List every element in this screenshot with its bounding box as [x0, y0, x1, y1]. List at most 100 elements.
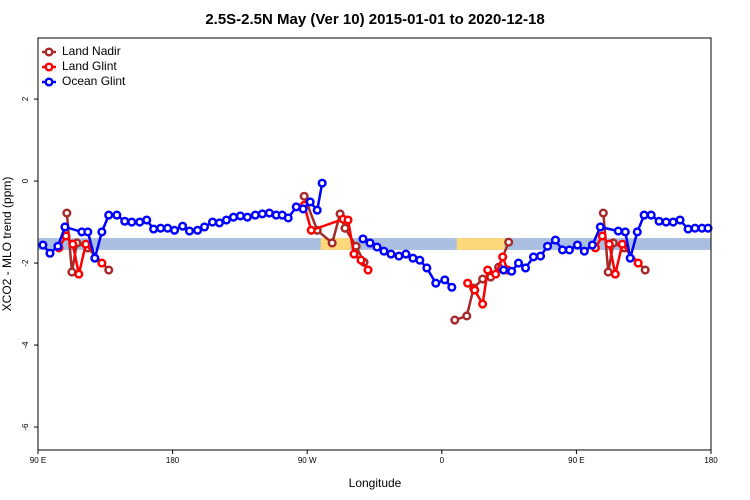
point	[149, 224, 159, 234]
point	[610, 269, 620, 279]
series-line	[65, 195, 647, 322]
point	[127, 217, 137, 227]
point	[317, 178, 327, 188]
point	[365, 238, 375, 248]
legend-marker	[44, 77, 54, 87]
point	[142, 215, 152, 225]
point	[312, 205, 322, 215]
point	[447, 282, 457, 292]
legend-label: Land Nadir	[62, 44, 121, 58]
point	[422, 263, 432, 273]
point	[394, 251, 404, 261]
y-axis-label: XCO2 - MLO trend (ppm)	[0, 177, 14, 312]
point	[104, 210, 114, 220]
point	[595, 222, 605, 232]
y-tick-label: -2	[21, 259, 30, 267]
point	[478, 299, 488, 309]
point	[557, 245, 568, 255]
legend-marker	[44, 62, 54, 72]
point	[97, 227, 107, 237]
point	[358, 234, 368, 244]
point	[613, 226, 623, 236]
point	[639, 210, 649, 220]
x-tick-label: 180	[166, 456, 180, 465]
point	[625, 253, 635, 263]
point	[661, 217, 671, 227]
point	[483, 265, 493, 275]
point	[97, 258, 107, 268]
point	[90, 253, 100, 263]
point	[228, 212, 239, 222]
point	[299, 191, 309, 201]
point	[632, 227, 642, 237]
point	[193, 225, 203, 235]
x-tick-label: 90 W	[298, 456, 317, 465]
plot-frame	[37, 37, 712, 451]
point	[491, 269, 501, 279]
point	[349, 249, 359, 259]
point	[38, 240, 48, 250]
point	[507, 266, 517, 276]
point	[163, 223, 173, 233]
point	[604, 239, 614, 249]
point	[184, 226, 195, 236]
point	[463, 278, 473, 288]
x-tick-label: 90 E	[30, 456, 46, 465]
point	[104, 265, 114, 275]
point	[305, 197, 315, 207]
point	[178, 221, 188, 231]
point	[654, 216, 664, 226]
point	[112, 210, 122, 220]
point	[431, 278, 441, 288]
point	[499, 265, 509, 275]
point	[68, 239, 78, 249]
legend-label: Land Glint	[62, 59, 117, 73]
point	[617, 239, 627, 249]
point	[120, 216, 130, 226]
point	[169, 225, 180, 235]
point	[572, 240, 582, 250]
point	[81, 239, 91, 249]
point	[498, 252, 508, 262]
point	[521, 263, 531, 273]
point	[675, 215, 685, 225]
point	[587, 240, 597, 250]
point	[440, 275, 450, 285]
point	[620, 227, 630, 237]
point	[83, 227, 93, 237]
y-tick-label: -6	[21, 423, 30, 431]
point	[504, 237, 514, 247]
point	[535, 251, 546, 261]
point	[603, 267, 613, 277]
point	[564, 245, 574, 255]
point	[283, 213, 293, 223]
chart-title: 2.5S-2.5N May (Ver 10) 2015-01-01 to 202…	[205, 11, 544, 28]
y-tick-label: 2	[21, 96, 30, 101]
point	[470, 285, 480, 295]
point	[579, 246, 589, 256]
point	[221, 215, 231, 225]
point	[53, 241, 63, 251]
point	[67, 267, 77, 277]
point	[401, 249, 411, 259]
x-axis-label: Longitude	[349, 476, 402, 490]
point	[598, 208, 608, 218]
point	[646, 210, 656, 220]
point	[356, 255, 366, 265]
y-tick-label: 0	[21, 178, 30, 183]
point	[668, 217, 678, 227]
point	[214, 218, 224, 228]
point	[291, 202, 301, 212]
band	[456, 238, 505, 250]
point	[156, 223, 166, 233]
point	[550, 235, 561, 245]
point	[298, 204, 308, 214]
legend-marker	[44, 47, 54, 57]
point	[45, 248, 55, 258]
point	[690, 223, 700, 233]
x-tick-label: 0	[440, 456, 445, 465]
legend-label: Ocean Glint	[62, 74, 126, 88]
point	[343, 215, 353, 225]
point	[683, 224, 693, 234]
